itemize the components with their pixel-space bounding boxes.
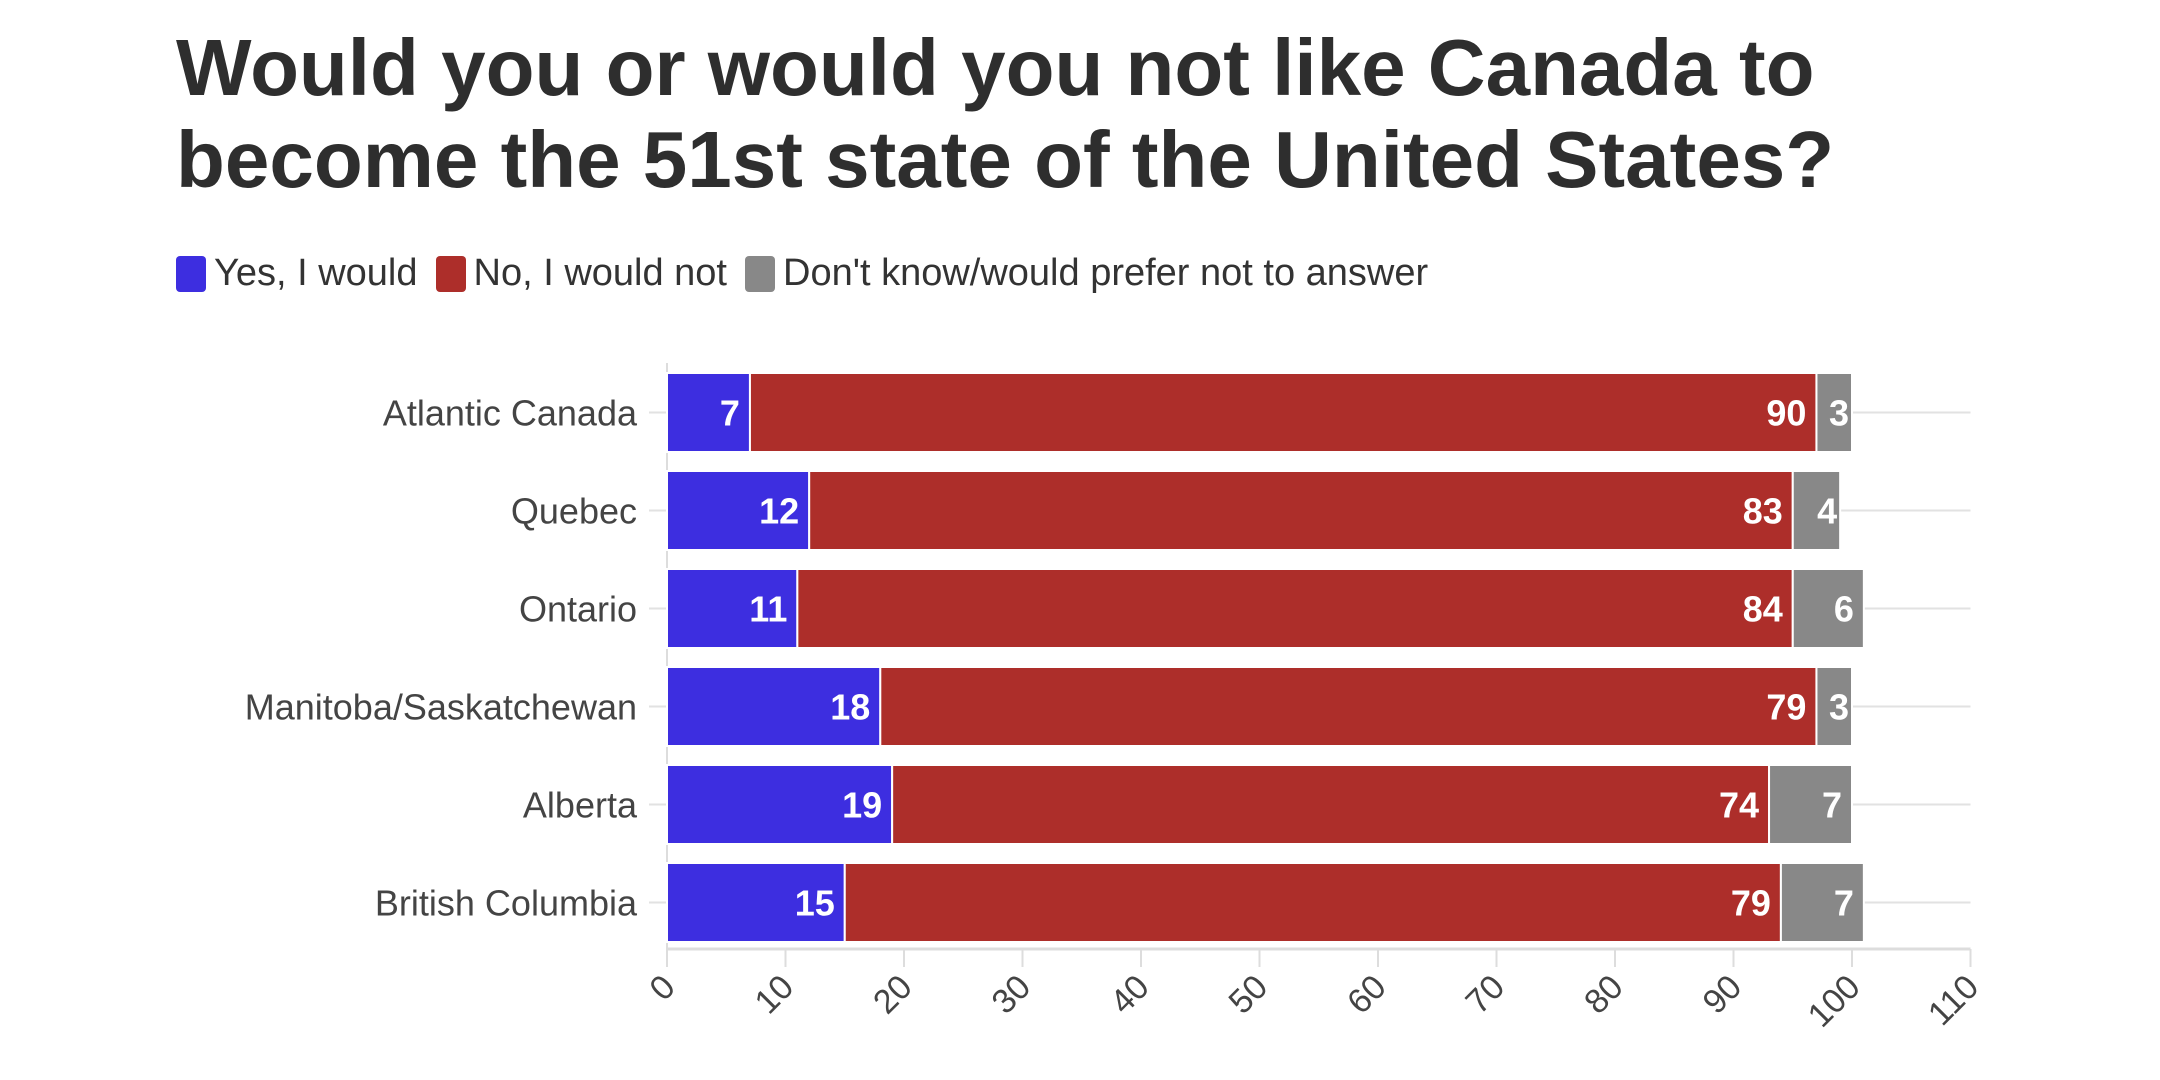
data-label: 79: [1766, 687, 1806, 728]
legend-label: Yes, I would: [214, 252, 418, 294]
bar-segment: [1815, 666, 1853, 747]
legend-swatch: [176, 255, 206, 292]
legend-label: Don't know/would prefer not to answer: [783, 252, 1429, 294]
chart-title: Would you or would you not like Canada t…: [176, 23, 1835, 204]
x-tick-label: 90: [1696, 968, 1750, 1022]
x-tick-label: 70: [1459, 968, 1513, 1022]
bar-segment: [666, 372, 751, 453]
x-tick-label: 110: [1921, 968, 1986, 1033]
legend-swatch: [745, 255, 775, 292]
x-tick-label: 60: [1340, 968, 1394, 1022]
legend-item: Yes, I would: [176, 252, 418, 295]
category-label: Alberta: [523, 785, 638, 826]
legend-item: Don't know/would prefer not to answer: [745, 252, 1428, 295]
bar-segment: [1768, 764, 1854, 845]
x-tick-label: 100: [1801, 968, 1868, 1035]
bar-segment: [1779, 862, 1865, 943]
x-tick-label: 20: [866, 968, 920, 1022]
data-label: 83: [1743, 491, 1783, 532]
data-label: 12: [759, 491, 799, 532]
data-label: 3: [1829, 393, 1849, 434]
data-label: 11: [749, 589, 787, 630]
bar-segment: [796, 568, 1794, 649]
data-label: 6: [1834, 589, 1854, 630]
x-tick-label: 50: [1222, 968, 1276, 1022]
data-label: 74: [1719, 785, 1759, 826]
data-label: 4: [1817, 491, 1837, 532]
bar-segment: [666, 862, 846, 943]
x-tick-label: 30: [985, 968, 1039, 1022]
data-label: 19: [842, 785, 882, 826]
bar-segment: [1791, 568, 1865, 649]
data-label: 7: [1822, 785, 1842, 826]
category-label: Atlantic Canada: [383, 393, 638, 434]
category-label: Manitoba/Saskatchewan: [245, 687, 637, 728]
bar-segment: [1815, 372, 1853, 453]
data-label: 15: [795, 883, 835, 924]
legend-label: No, I would not: [473, 252, 727, 294]
bar-segment: [748, 372, 1818, 453]
bar-segment: [666, 666, 882, 747]
category-label: Ontario: [519, 589, 637, 630]
legend: Yes, I would No, I would not Don't know/wo…: [176, 252, 1446, 295]
bar-segment: [1791, 470, 1842, 551]
data-label: 18: [830, 687, 870, 728]
bar-segment: [666, 568, 799, 649]
bar-segment: [891, 764, 1771, 845]
bar-segment: [666, 470, 811, 551]
x-tick-label: 0: [642, 968, 682, 1008]
x-tick-label: 40: [1103, 968, 1157, 1022]
category-label: Quebec: [511, 491, 637, 532]
data-label: 7: [1834, 883, 1854, 924]
data-label: 3: [1829, 687, 1849, 728]
data-label: 79: [1731, 883, 1771, 924]
legend-swatch: [435, 255, 466, 292]
x-tick-label: 10: [748, 968, 802, 1022]
bar-segment: [808, 470, 1794, 551]
bar-segment: [843, 862, 1782, 943]
data-label: 84: [1743, 589, 1783, 630]
category-label: British Columbia: [375, 883, 638, 924]
bar-segment: [879, 666, 1818, 747]
data-label: 7: [720, 393, 740, 434]
legend-item: No, I would not: [435, 252, 727, 295]
data-label: 90: [1766, 393, 1806, 434]
x-tick-label: 80: [1577, 968, 1631, 1022]
